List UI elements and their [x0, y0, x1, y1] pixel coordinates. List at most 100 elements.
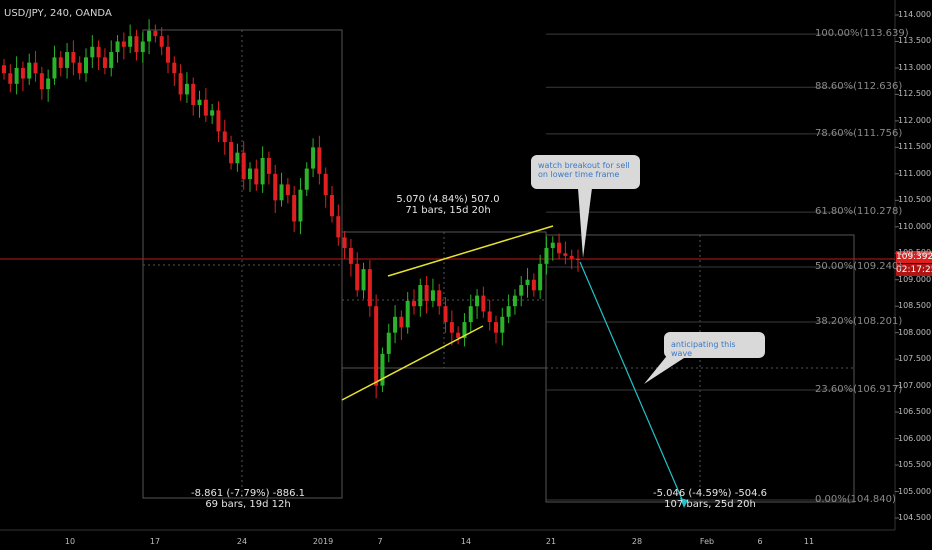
ytick-label-8: 110.000: [898, 221, 932, 231]
candle-body-19: [121, 41, 126, 47]
fib-label-3: 61.80%(110.278): [815, 206, 903, 218]
candle-body-77: [487, 311, 492, 323]
candle-body-68: [430, 290, 435, 301]
candle-body-14: [90, 46, 95, 58]
candle-body-0: [2, 65, 6, 74]
candle-body-5: [33, 62, 38, 74]
ytick-label-3: 112.500: [898, 89, 932, 99]
fib-label-1: 88.60%(112.636): [815, 81, 903, 93]
xtick-label-7: 28: [631, 537, 643, 546]
candle-body-44: [279, 184, 284, 201]
xtick-label-10: 11: [803, 537, 815, 546]
ytick-label-11: 108.500: [898, 301, 932, 311]
ytick-label-4: 112.000: [898, 115, 932, 125]
note-breakout-line-2: on lower time frame: [538, 170, 620, 179]
candle-body-6: [39, 73, 44, 90]
candle-body-18: [115, 41, 120, 53]
ytick-label-6: 111.000: [898, 168, 932, 178]
note-wave[interactable]: anticipating this wave: [664, 332, 765, 358]
candle-body-25: [159, 36, 164, 47]
candle-body-8: [52, 57, 57, 79]
candle-body-1: [8, 73, 13, 84]
xtick-label-2: 24: [236, 537, 248, 546]
candle-body-85: [538, 263, 543, 291]
candle-body-64: [405, 300, 410, 328]
candle-body-57: [361, 269, 366, 291]
candle-body-28: [178, 73, 183, 95]
ytick-label-5: 111.500: [898, 142, 932, 152]
wedge-upper-line: [387, 225, 554, 277]
candle-body-40: [254, 168, 259, 185]
candle-body-72: [456, 332, 461, 338]
candle-body-59: [374, 306, 379, 386]
measure-middle: 5.070 (4.84%) 507.0 71 bars, 15d 20h: [378, 194, 518, 216]
measure-left-line-2: 69 bars, 19d 12h: [205, 499, 291, 510]
candle-body-48: [304, 168, 309, 190]
candle-body-84: [531, 279, 536, 291]
candle-body-67: [424, 285, 429, 301]
candle-body-62: [393, 316, 398, 333]
note-breakout-tail: [578, 188, 592, 258]
last-price-tag: 109.392: [896, 251, 932, 263]
candle-body-47: [298, 189, 303, 222]
candle-body-23: [147, 30, 152, 42]
candle-body-82: [519, 285, 524, 296]
note-breakout[interactable]: watch breakout for sell on lower time fr…: [531, 155, 640, 189]
candle-body-36: [229, 142, 234, 164]
projection-line: [579, 261, 685, 505]
ytick-label-10: 109.000: [898, 274, 932, 284]
candle-body-32: [203, 99, 208, 116]
xtick-label-8: Feb: [699, 537, 715, 546]
candle-body-78: [494, 322, 498, 333]
xtick-label-1: 17: [149, 537, 161, 546]
candle-body-88: [557, 242, 562, 254]
ytick-label-19: 104.500: [898, 513, 932, 522]
xtick-label-5: 14: [460, 537, 472, 546]
candle-body-87: [550, 242, 555, 248]
candle-body-2: [14, 67, 19, 84]
candle-body-31: [197, 99, 202, 106]
candle-body-80: [506, 306, 511, 317]
candle-body-66: [418, 285, 423, 307]
candle-body-73: [462, 322, 467, 338]
candle-body-49: [311, 147, 316, 169]
ytick-label-16: 106.000: [898, 433, 932, 443]
candle-body-50: [317, 147, 322, 174]
candle-body-24: [153, 30, 158, 37]
ytick-label-13: 107.500: [898, 354, 932, 364]
candle-body-55: [348, 247, 353, 264]
candle-body-27: [172, 62, 177, 74]
candle-body-34: [216, 110, 221, 132]
xtick-label-3: 2019: [312, 537, 334, 546]
candle-body-13: [84, 57, 88, 74]
candle-body-46: [292, 195, 297, 222]
candle-body-65: [412, 300, 416, 307]
candle-body-54: [342, 237, 347, 248]
xtick-label-9: 6: [757, 537, 763, 546]
ytick-label-2: 113.000: [898, 62, 932, 72]
candle-body-61: [386, 332, 391, 354]
candle-body-17: [109, 52, 114, 68]
ytick-label-1: 113.500: [898, 36, 932, 46]
candle-body-56: [355, 263, 360, 291]
ytick-label-14: 107.000: [898, 380, 932, 390]
candle-body-10: [65, 52, 70, 68]
countdown-tag: 02:17:25: [896, 264, 932, 276]
candle-body-90: [569, 255, 574, 259]
candle-body-91: [576, 258, 580, 261]
ytick-label-7: 110.500: [898, 195, 932, 205]
measure-left-line-1: -8.861 (-7.79%) -886.1: [190, 488, 305, 499]
candle-body-43: [273, 173, 278, 201]
measure-right-line-1: -5.046 (-4.59%) -504.6: [652, 488, 767, 499]
candle-body-41: [260, 157, 265, 185]
candle-body-7: [46, 78, 51, 90]
fib-label-2: 78.60%(111.756): [815, 127, 903, 139]
fib-label-0: 100.00%(113.639): [815, 28, 909, 40]
candle-body-38: [241, 152, 246, 180]
candle-body-30: [191, 83, 196, 106]
candle-body-89: [563, 253, 568, 256]
candle-body-20: [128, 36, 133, 47]
candle-body-52: [330, 195, 334, 217]
candle-body-26: [166, 46, 170, 63]
